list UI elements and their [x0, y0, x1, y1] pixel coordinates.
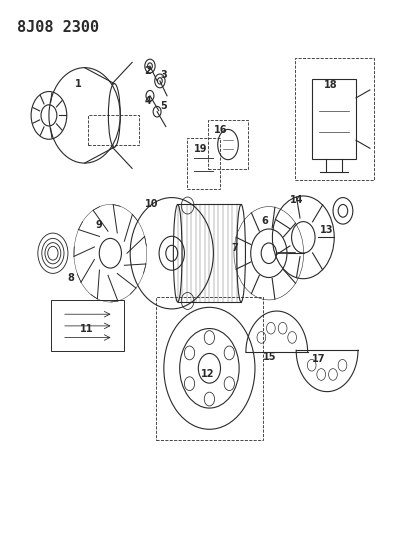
- Bar: [156, 297, 263, 440]
- Text: 10: 10: [145, 199, 159, 209]
- Text: 6: 6: [261, 216, 268, 227]
- Text: 17: 17: [312, 354, 325, 364]
- Text: 18: 18: [324, 80, 337, 90]
- Text: 8: 8: [67, 273, 74, 283]
- Bar: [294, 58, 374, 180]
- Text: 15: 15: [263, 352, 277, 361]
- Text: 8J08 2300: 8J08 2300: [17, 20, 99, 35]
- Text: 14: 14: [290, 195, 303, 205]
- Text: 13: 13: [320, 225, 333, 236]
- Text: 5: 5: [160, 101, 167, 111]
- Text: 12: 12: [201, 369, 214, 378]
- Text: 3: 3: [160, 70, 167, 79]
- Bar: [51, 301, 124, 351]
- Text: 7: 7: [232, 243, 239, 253]
- Text: 11: 11: [80, 324, 93, 334]
- Text: 4: 4: [144, 96, 151, 106]
- Text: 16: 16: [214, 125, 227, 135]
- Bar: [208, 120, 248, 169]
- Text: 19: 19: [194, 144, 207, 154]
- Bar: [187, 138, 220, 189]
- Text: 9: 9: [95, 220, 102, 230]
- Bar: [312, 79, 356, 159]
- Text: 1: 1: [75, 78, 82, 88]
- Text: 2: 2: [144, 67, 151, 76]
- Bar: [88, 115, 139, 144]
